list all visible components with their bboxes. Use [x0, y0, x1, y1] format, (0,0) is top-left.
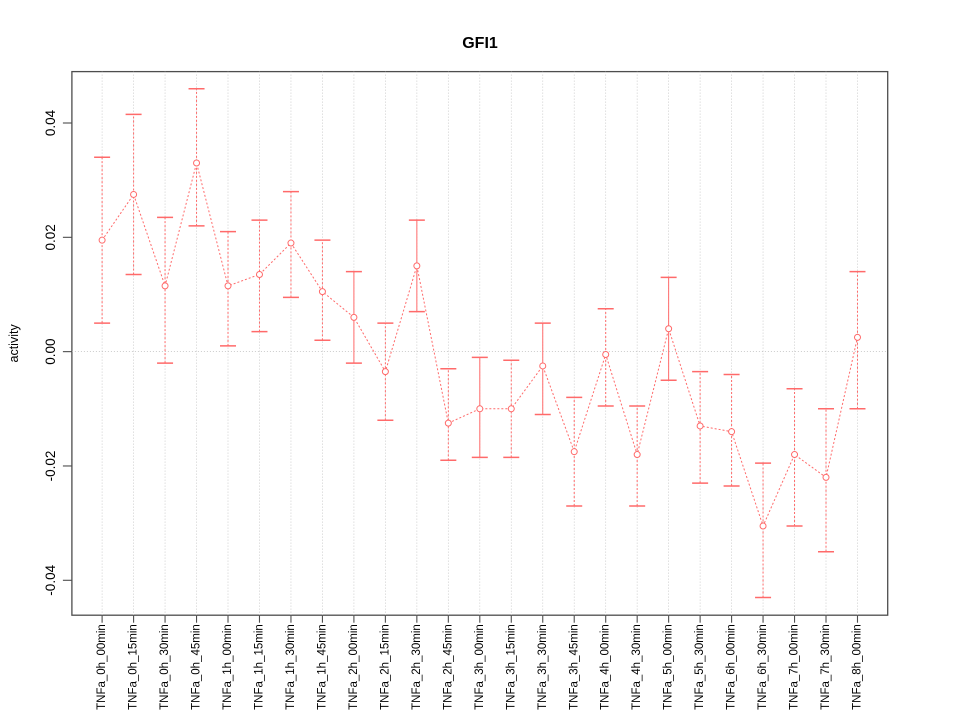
- svg-text:TNFa_6h_30min: TNFa_6h_30min: [757, 624, 769, 710]
- svg-text:TNFa_0h_00min: TNFa_0h_00min: [96, 624, 108, 710]
- svg-text:TNFa_3h_45min: TNFa_3h_45min: [568, 624, 580, 710]
- svg-text:TNFa_3h_30min: TNFa_3h_30min: [537, 624, 549, 710]
- svg-text:-0.04: -0.04: [43, 564, 58, 595]
- svg-text:TNFa_4h_00min: TNFa_4h_00min: [600, 624, 612, 710]
- svg-text:activity: activity: [7, 324, 21, 363]
- svg-text:TNFa_2h_15min: TNFa_2h_15min: [379, 624, 391, 710]
- svg-text:0.00: 0.00: [43, 339, 58, 365]
- svg-text:TNFa_7h_00min: TNFa_7h_00min: [789, 624, 801, 710]
- svg-text:TNFa_1h_45min: TNFa_1h_45min: [316, 624, 328, 710]
- svg-text:TNFa_0h_15min: TNFa_0h_15min: [128, 624, 140, 710]
- svg-text:0.04: 0.04: [43, 109, 58, 136]
- svg-text:TNFa_8h_00min: TNFa_8h_00min: [852, 624, 864, 710]
- svg-text:0.02: 0.02: [43, 224, 58, 250]
- svg-text:TNFa_2h_45min: TNFa_2h_45min: [442, 624, 454, 710]
- svg-text:TNFa_1h_30min: TNFa_1h_30min: [285, 624, 297, 710]
- svg-text:TNFa_1h_00min: TNFa_1h_00min: [222, 624, 234, 710]
- svg-text:TNFa_3h_15min: TNFa_3h_15min: [505, 624, 517, 710]
- svg-text:GFI1: GFI1: [462, 35, 498, 52]
- svg-text:TNFa_4h_30min: TNFa_4h_30min: [631, 624, 643, 710]
- svg-text:TNFa_1h_15min: TNFa_1h_15min: [254, 624, 266, 710]
- svg-text:TNFa_0h_45min: TNFa_0h_45min: [191, 624, 203, 710]
- svg-text:TNFa_2h_00min: TNFa_2h_00min: [348, 624, 360, 710]
- svg-text:TNFa_6h_00min: TNFa_6h_00min: [726, 624, 738, 710]
- svg-text:TNFa_5h_00min: TNFa_5h_00min: [663, 624, 675, 710]
- svg-text:TNFa_5h_30min: TNFa_5h_30min: [694, 624, 706, 710]
- svg-text:TNFa_7h_30min: TNFa_7h_30min: [820, 624, 832, 710]
- svg-text:-0.02: -0.02: [43, 451, 58, 482]
- svg-text:TNFa_0h_30min: TNFa_0h_30min: [159, 624, 171, 710]
- svg-text:TNFa_3h_00min: TNFa_3h_00min: [474, 624, 486, 710]
- svg-text:TNFa_2h_30min: TNFa_2h_30min: [411, 624, 423, 710]
